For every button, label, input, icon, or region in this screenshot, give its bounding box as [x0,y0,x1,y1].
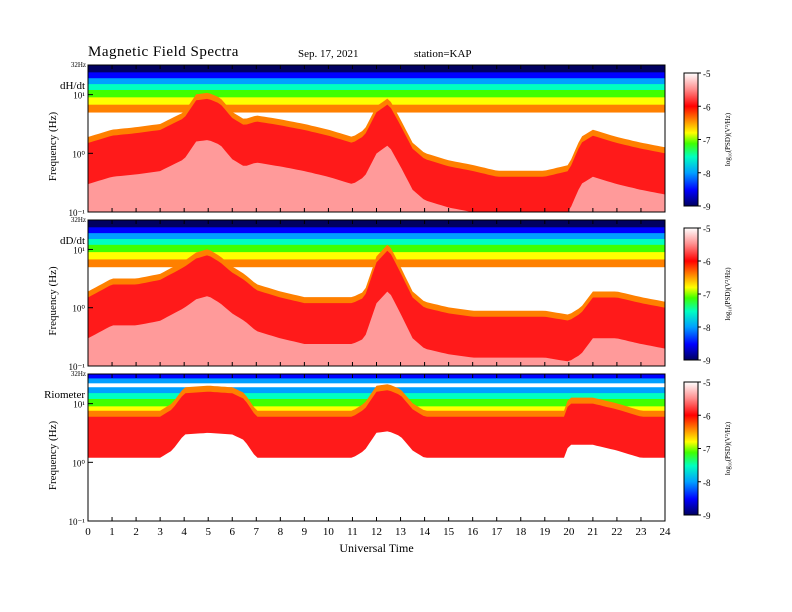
spectrum-band-1-3 [88,238,665,246]
x-tick-label-18: 18 [515,526,527,538]
colorbar-tick-label-1-2: -7 [703,290,711,300]
x-tick-label-5: 5 [205,526,211,538]
spectrum-band-1-1 [88,227,665,234]
colorbar-0 [683,72,699,207]
spectrum-band-0-5 [88,97,665,106]
colorbar-tick-label-2-4: -9 [703,511,711,521]
x-tick-label-1: 1 [109,526,115,538]
colorbar-tick-label-0-0: -5 [703,69,711,79]
y-axis-label-2: Frequency (Hz) [47,421,59,491]
x-tick-label-23: 23 [635,526,647,538]
colorbar-1 [683,227,699,361]
x-tick-label-13: 13 [395,526,407,538]
colorbar-tick-label-2-3: -8 [703,478,711,488]
spectrum-low-region-1 [88,291,665,366]
x-tick-label-21: 21 [587,526,598,538]
spectrum-band-2-1 [88,378,665,384]
spectrum-band-0-4 [88,89,665,98]
x-tick-label-22: 22 [611,526,622,538]
x-tick-label-24: 24 [660,526,672,538]
spectrum-low-region-2 [88,431,665,521]
y-tick-label-2-0: 10¹ [73,400,85,410]
y-tick-label-2-2: 10⁻¹ [69,517,86,527]
colorbar-tick-label-2-1: -6 [703,411,711,421]
x-tick-label-0: 0 [85,526,91,538]
y-tick-label-1-2: 10⁻¹ [69,362,86,372]
colorbar-tick-label-1-3: -8 [703,323,711,333]
x-tick-label-20: 20 [563,526,575,538]
y-top-label-2: 32Hz [71,370,86,378]
colorbar-tick-label-0-3: -8 [703,169,711,179]
x-tick-label-2: 2 [133,526,139,538]
y-tick-label-1-1: 10⁰ [72,304,85,314]
x-axis-label: Universal Time [339,541,413,555]
x-tick-label-6: 6 [230,526,236,538]
y-tick-label-0-1: 10⁰ [72,149,85,159]
colorbar-tick-label-1-1: -6 [703,257,711,267]
x-tick-label-17: 17 [491,526,503,538]
panel-label-2: Riometer [44,389,85,401]
y-top-label-0: 32Hz [71,61,86,69]
panel-label-1: dD/dt [60,235,85,247]
y-tick-label-1-0: 10¹ [73,245,85,255]
spectrum-band-1-2 [88,233,665,240]
spectrum-band-1-5 [88,252,665,260]
chart-title: Magnetic Field Spectra [88,44,239,60]
y-tick-label-0-0: 10¹ [73,91,85,101]
spectrum-band-1-4 [88,244,665,253]
colorbar-tick-label-1-0: -5 [703,224,711,234]
spectrum-band-0-2 [88,78,665,85]
colorbar-tick-label-1-4: -9 [703,356,711,366]
y-top-label-1: 32Hz [71,216,86,224]
colorbar-label-0: log₁₀(PSD)(V²/Hz) [724,112,732,166]
x-tick-label-16: 16 [467,526,479,538]
panel-label-0: dH/dt [60,80,85,92]
colorbar-tick-label-0-4: -9 [703,202,711,212]
y-tick-label-2-1: 10⁰ [72,458,85,468]
y-axis-label-0: Frequency (Hz) [47,112,59,182]
colorbar-tick-label-0-1: -6 [703,102,711,112]
x-tick-label-12: 12 [371,526,382,538]
y-axis-label-1: Frequency (Hz) [47,266,59,336]
y-tick-label-0-2: 10⁻¹ [69,208,86,218]
x-tick-label-10: 10 [323,526,335,538]
colorbar-label-2: log₁₀(PSD)(V²/Hz) [724,421,732,475]
x-tick-label-3: 3 [157,526,163,538]
x-tick-label-7: 7 [254,526,260,538]
x-tick-label-15: 15 [443,526,455,538]
colorbar-label-1: log₁₀(PSD)(V²/Hz) [724,267,732,321]
colorbar-tick-label-0-2: -7 [703,136,711,146]
x-tick-label-9: 9 [302,526,308,538]
colorbar-tick-label-2-0: -5 [703,378,711,388]
colorbar-tick-label-2-2: -7 [703,445,711,455]
station-label: station=KAP [414,48,472,60]
x-tick-label-19: 19 [539,526,551,538]
x-tick-label-14: 14 [419,526,431,538]
x-tick-label-8: 8 [278,526,284,538]
x-tick-label-4: 4 [181,526,187,538]
date-label: Sep. 17, 2021 [298,48,359,60]
colorbar-2 [683,381,699,516]
x-tick-label-11: 11 [347,526,358,538]
spectrum-low-region-0 [88,140,665,212]
spectrum-band-0-1 [88,72,665,79]
spectrum-band-0-3 [88,84,665,91]
